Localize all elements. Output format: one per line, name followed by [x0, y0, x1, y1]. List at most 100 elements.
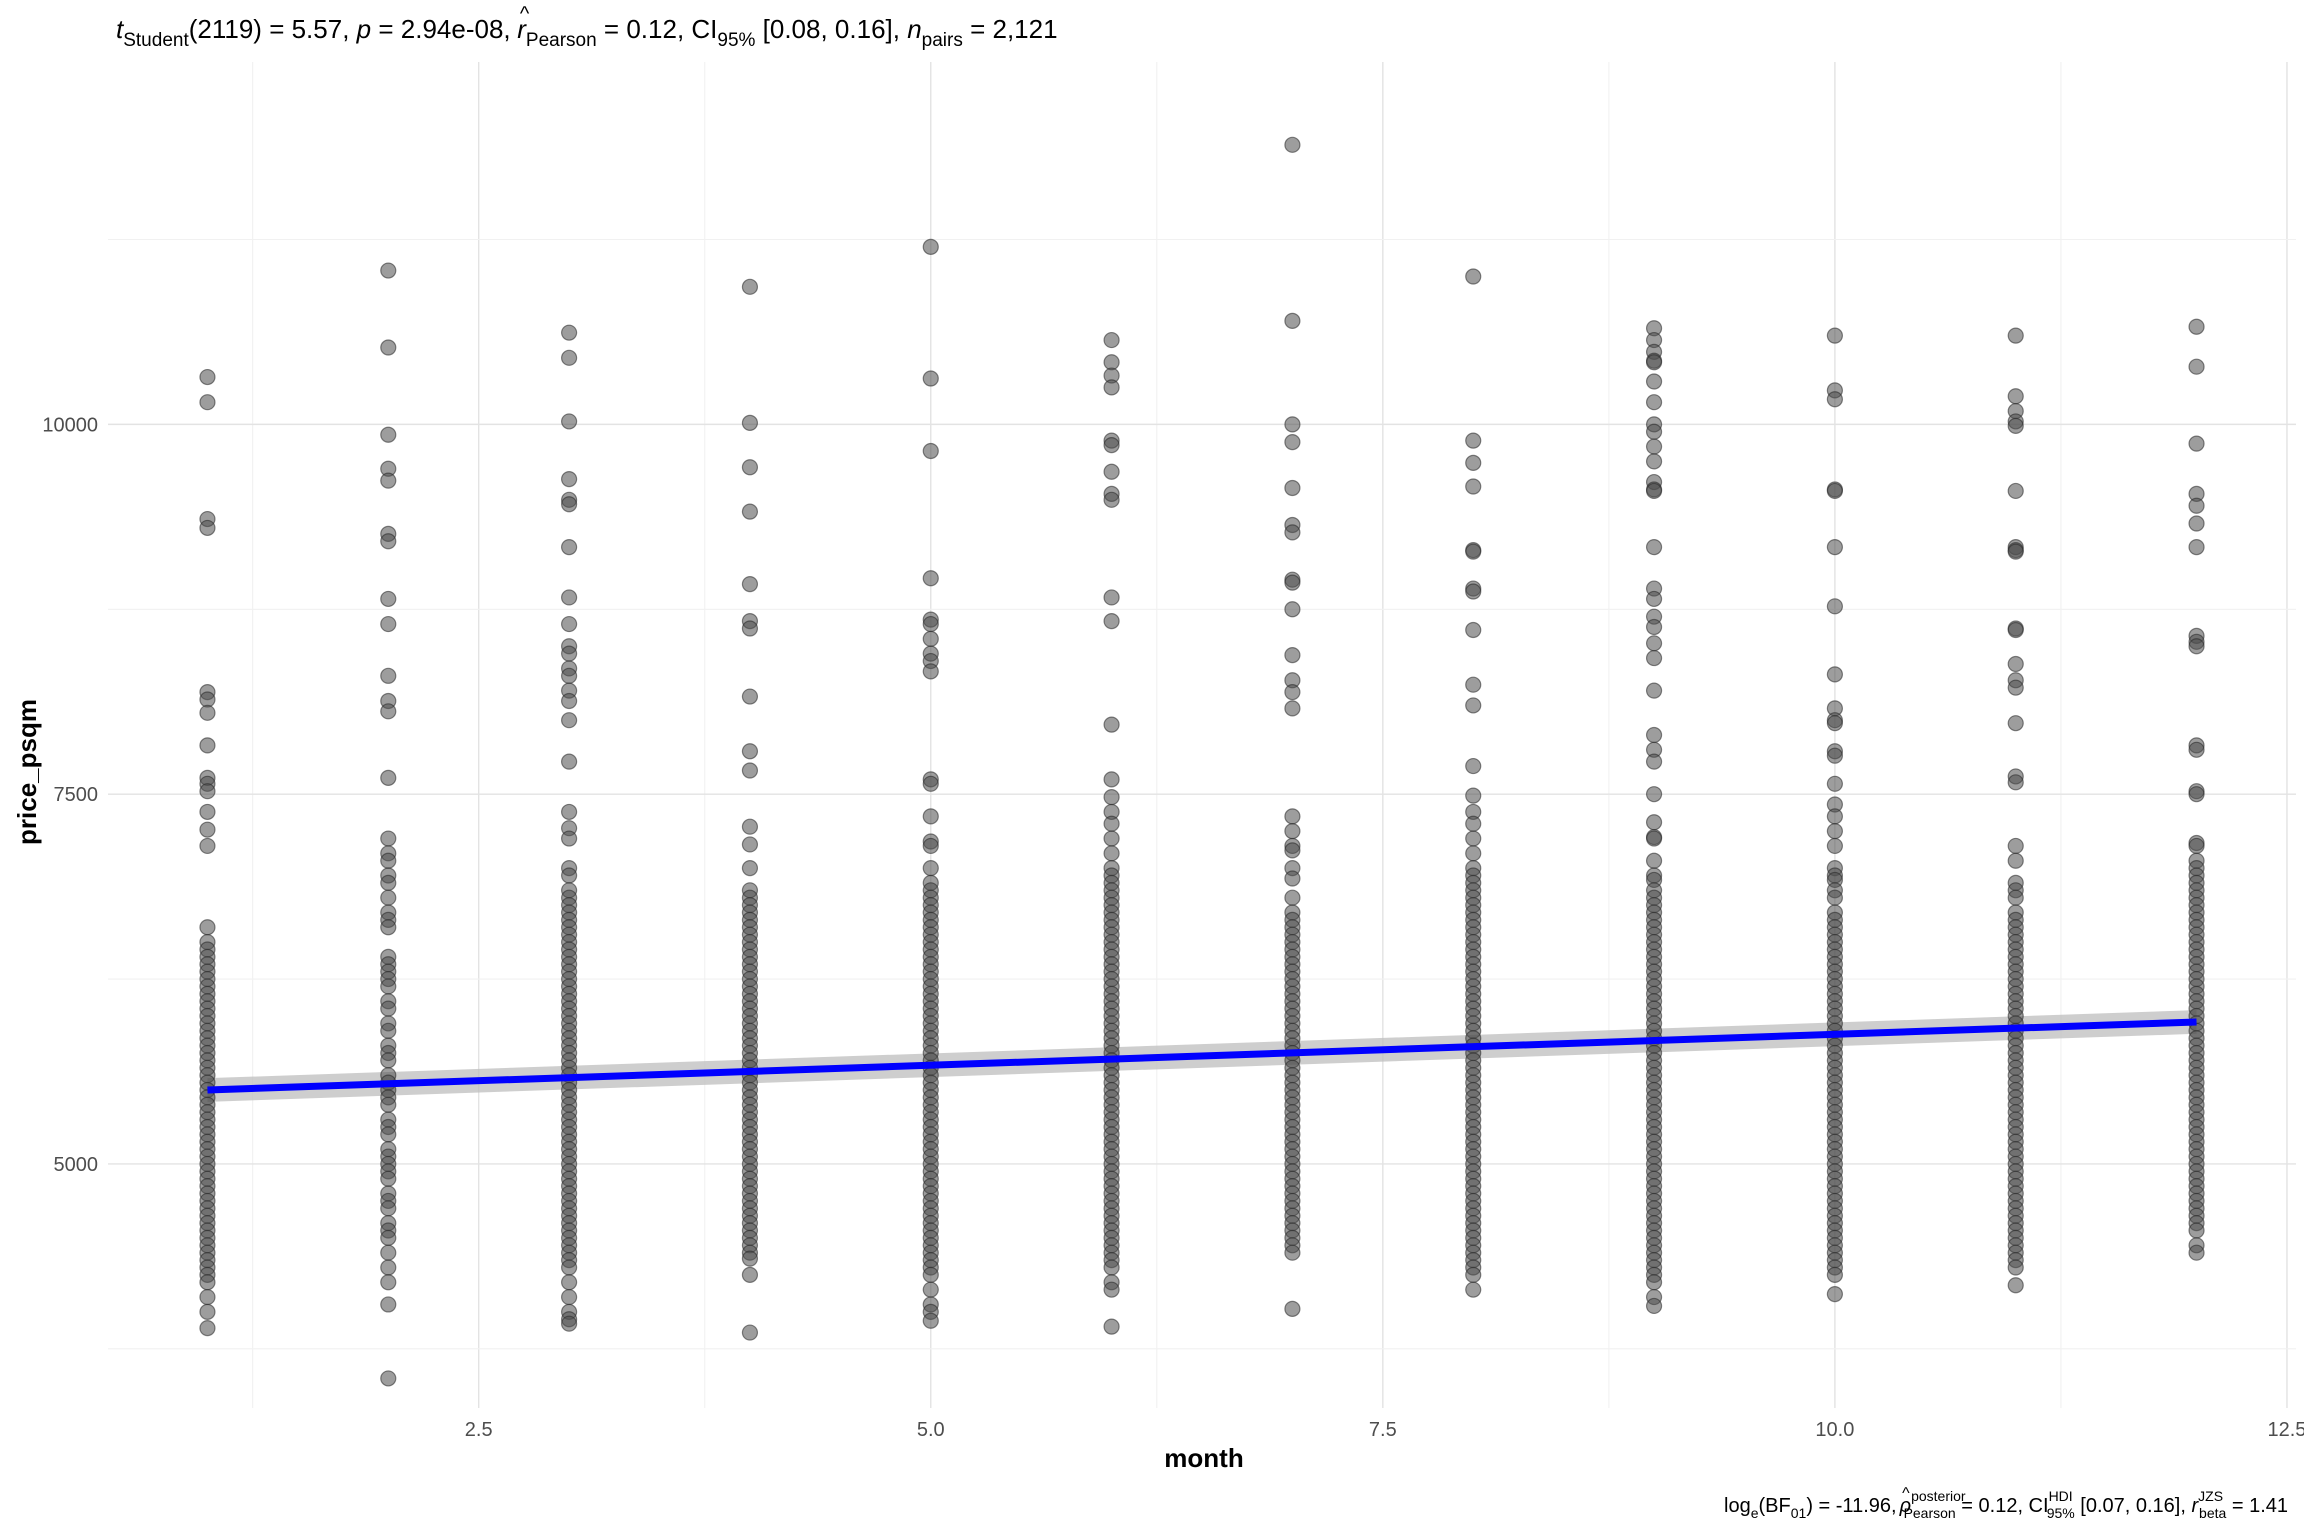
- data-point: [199, 821, 216, 838]
- data-point: [741, 818, 759, 835]
- data-point: [1645, 423, 1663, 440]
- data-point: [1826, 1266, 1843, 1283]
- data-point: [1103, 1259, 1120, 1276]
- data-point: [2188, 318, 2205, 335]
- data-point: [1465, 787, 1482, 804]
- data-point: [380, 426, 397, 443]
- data-point: [561, 712, 578, 729]
- data-point: [1284, 1244, 1301, 1261]
- data-point: [922, 615, 939, 633]
- y-axis-ticks: 5000 7500 10000: [42, 414, 98, 1176]
- data-point: [2007, 774, 2024, 791]
- subtitle-p-symbol: p: [356, 14, 371, 44]
- caption-rho-symbol: ρ: [1899, 1495, 1911, 1517]
- caption-bf-value: ) = -11.96,: [1806, 1495, 1902, 1517]
- data-point: [922, 630, 939, 647]
- caption-r-symbol: r: [2191, 1495, 2199, 1517]
- data-point: [2188, 358, 2205, 375]
- data-point: [2188, 786, 2205, 803]
- data-point: [1465, 621, 1482, 639]
- data-point: [741, 1266, 759, 1283]
- data-point: [2188, 515, 2205, 532]
- subtitle-n-symbol: n: [907, 14, 921, 44]
- chart-caption: loge(BF01) = -11.96, ^ ρposterior Pearson …: [1724, 1485, 2288, 1521]
- data-point: [2007, 543, 2024, 560]
- data-point: [2007, 1259, 2024, 1276]
- data-point: [2007, 1277, 2024, 1294]
- data-point: [1826, 391, 1843, 408]
- data-point: [1465, 1266, 1482, 1283]
- data-point: [2007, 327, 2024, 344]
- data-point: [561, 803, 578, 821]
- data-point: [922, 663, 939, 680]
- data-point: [1284, 136, 1301, 153]
- caption-rho-hat: ^: [1902, 1485, 1910, 1502]
- data-point: [1645, 590, 1663, 608]
- data-point: [1465, 1281, 1482, 1298]
- caption-rho-sub: Pearson: [1904, 1505, 1956, 1521]
- data-point: [1826, 747, 1843, 764]
- data-point: [1826, 837, 1843, 855]
- data-point: [2007, 482, 2024, 500]
- data-point: [922, 442, 939, 460]
- data-point: [2188, 435, 2205, 452]
- x-tick-label: 2.5: [465, 1419, 493, 1441]
- data-point: [2007, 715, 2024, 732]
- data-point: [1645, 539, 1663, 556]
- data-point: [922, 775, 939, 792]
- data-point: [380, 919, 397, 936]
- data-point: [380, 472, 397, 489]
- data-point: [741, 860, 759, 877]
- data-point: [561, 324, 578, 341]
- caption-rho-sup: posterior: [1911, 1488, 1966, 1504]
- data-points: [199, 136, 2205, 1387]
- data-point: [199, 1288, 216, 1306]
- data-point: [2188, 1244, 2205, 1261]
- data-point: [1465, 478, 1482, 495]
- data-point: [1284, 312, 1301, 329]
- x-tick-label: 10.0: [1815, 1419, 1854, 1441]
- data-point: [741, 836, 759, 853]
- data-point: [1465, 676, 1482, 693]
- data-point: [1284, 647, 1301, 664]
- subtitle-p-value: = 2.94e-08,: [371, 14, 518, 44]
- data-point: [1103, 463, 1120, 480]
- data-point: [741, 620, 759, 637]
- data-point: [199, 519, 216, 537]
- data-point: [741, 743, 759, 760]
- data-point: [380, 769, 397, 786]
- data-point: [1826, 1286, 1843, 1303]
- data-point: [561, 753, 578, 770]
- data-point: [199, 1274, 216, 1291]
- data-point: [561, 867, 578, 884]
- data-point: [380, 1370, 397, 1387]
- subtitle-n-value: = 2,121: [963, 14, 1058, 44]
- data-point: [380, 1229, 397, 1247]
- data-point: [1284, 434, 1301, 451]
- data-point: [922, 1312, 939, 1329]
- data-point: [922, 370, 939, 387]
- data-point: [380, 533, 397, 550]
- data-point: [1465, 757, 1482, 775]
- data-point: [1826, 823, 1843, 840]
- data-point: [561, 1288, 578, 1306]
- data-point: [1645, 635, 1663, 652]
- data-point: [380, 1274, 397, 1291]
- data-point: [1103, 331, 1120, 349]
- data-point: [380, 1200, 397, 1217]
- data-point: [199, 1303, 216, 1320]
- data-point: [1103, 789, 1120, 806]
- data-point: [741, 278, 759, 295]
- caption-rho-value: = 0.12, CI: [1956, 1495, 2049, 1517]
- caption-r-value: = 1.41: [2226, 1495, 2288, 1517]
- data-point: [2188, 539, 2205, 556]
- data-point: [2007, 852, 2024, 869]
- subtitle-r-sub: Pearson: [526, 30, 597, 51]
- data-point: [380, 703, 397, 720]
- data-point: [1284, 524, 1301, 541]
- data-point: [1645, 482, 1663, 500]
- y-tick-label: 10000: [42, 414, 98, 436]
- data-point: [1826, 889, 1843, 906]
- data-point: [561, 496, 578, 513]
